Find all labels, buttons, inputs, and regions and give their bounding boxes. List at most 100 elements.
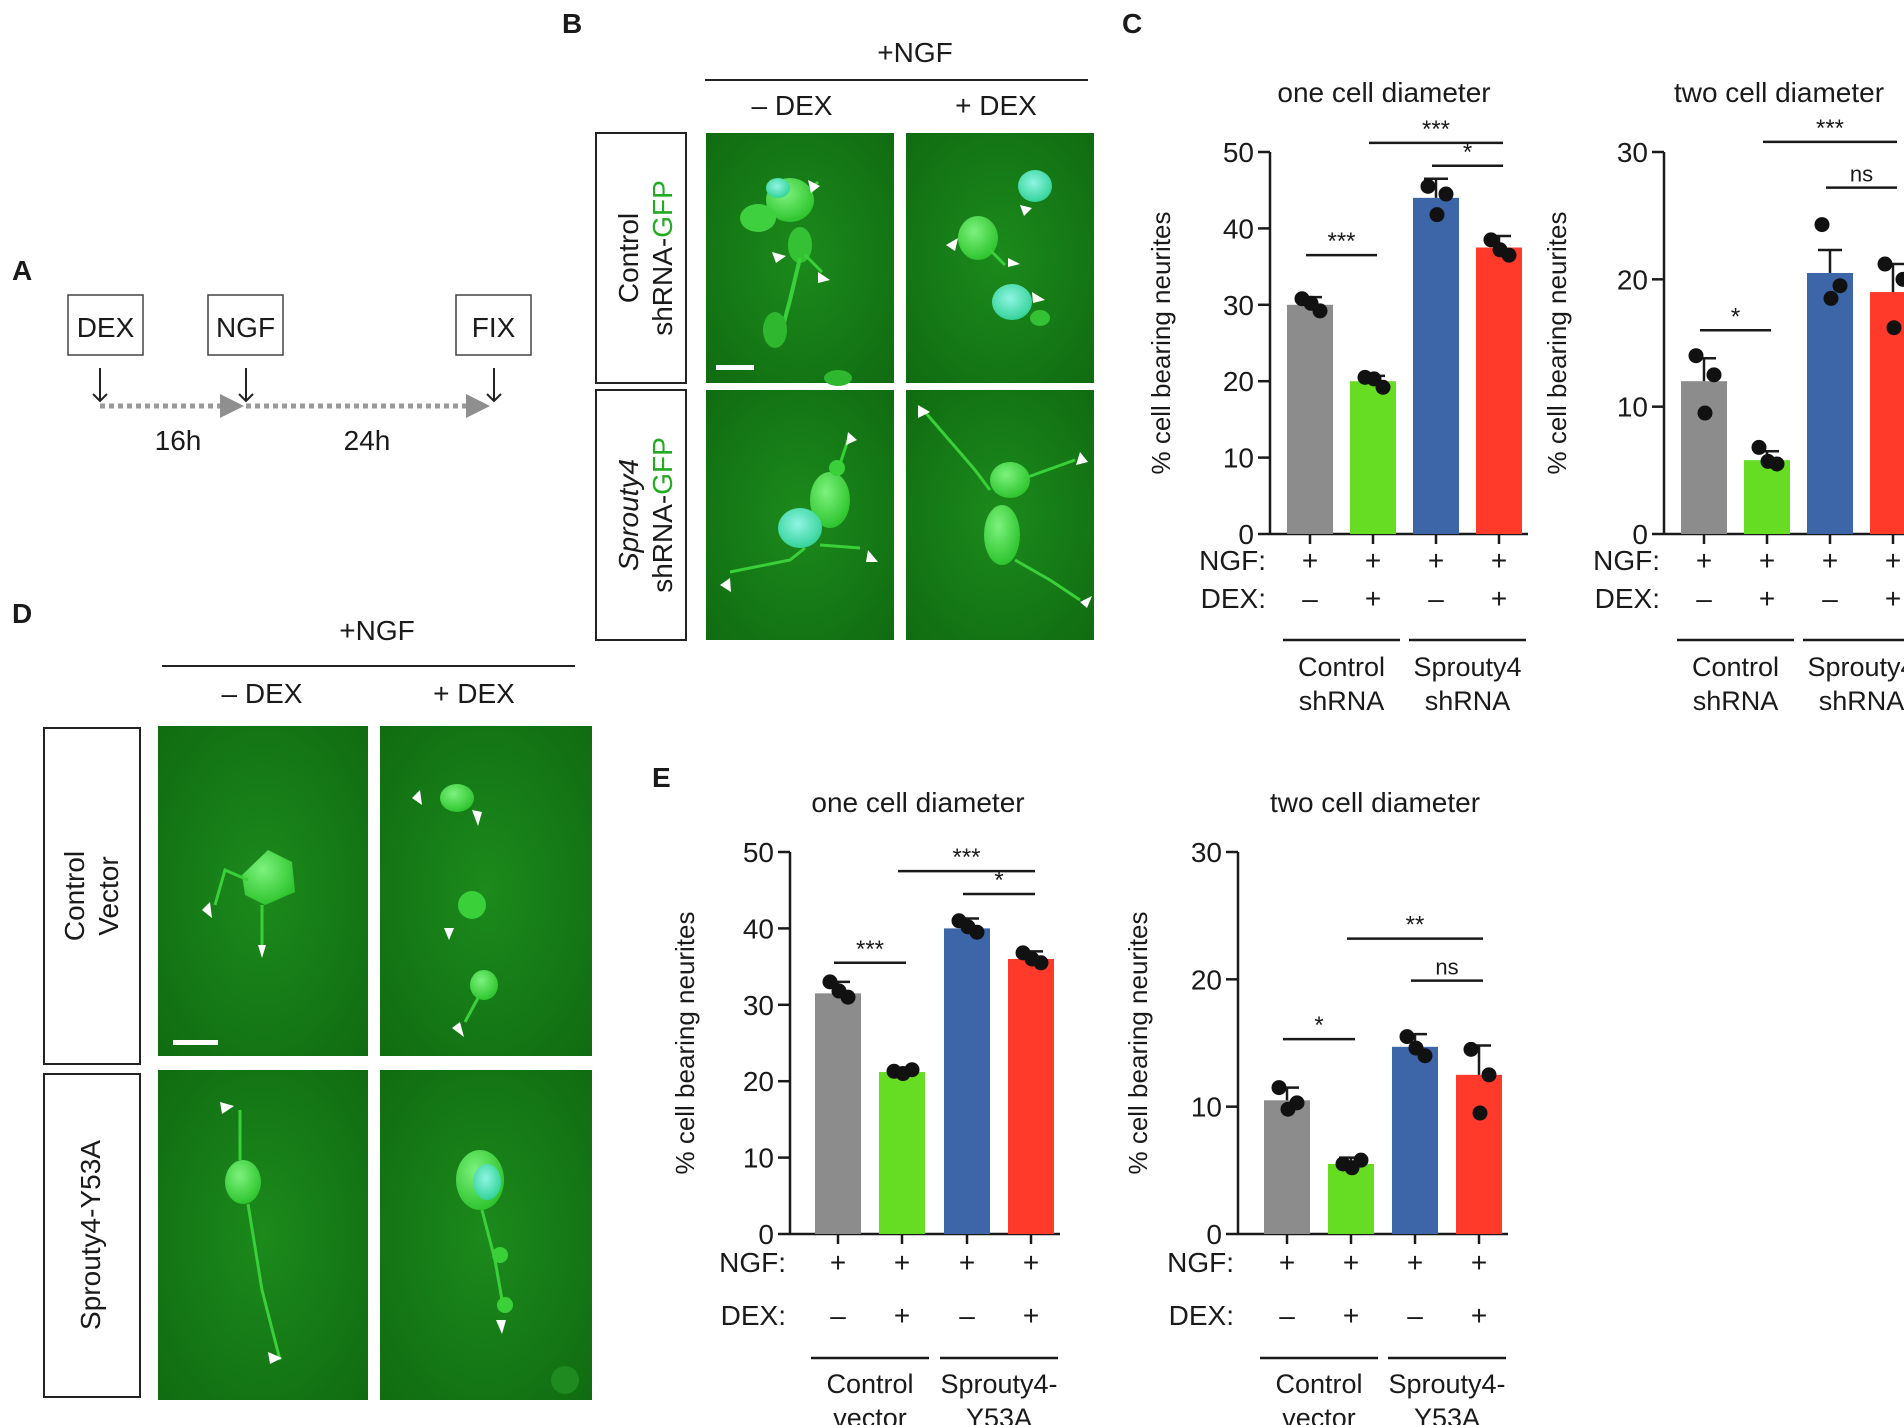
ngf-sign: + <box>1407 1247 1423 1278</box>
data-point <box>1366 371 1382 387</box>
significance-label: * <box>994 867 1003 894</box>
data-point <box>1024 951 1040 967</box>
y-tick-label: 20 <box>1223 366 1254 397</box>
chart-title: two cell diameter <box>1270 787 1480 818</box>
bar <box>1413 197 1459 534</box>
bar <box>1392 1046 1438 1234</box>
ngf-sign: + <box>1279 1247 1295 1278</box>
significance-label: *** <box>1816 115 1844 142</box>
ngf-sign: + <box>1023 1247 1039 1278</box>
ngf-sign: + <box>1885 545 1901 576</box>
panel-d-row-label-box-1 <box>43 727 141 1065</box>
panel-letter-b: B <box>562 8 583 39</box>
micrograph-d-control-minus-dex <box>158 726 368 1056</box>
data-point <box>1438 186 1454 202</box>
data-point <box>1420 178 1436 194</box>
chart-c-one-cell-diameter: one cell diameter % cell bearing neurites… <box>1146 77 1528 716</box>
group-label-line-2: shRNA <box>1299 686 1385 716</box>
significance-label: ns <box>1435 955 1458 980</box>
ngf-sign: + <box>1302 545 1318 576</box>
ngf-sign: + <box>1365 545 1381 576</box>
panel-d-treatment: +NGF <box>339 615 414 646</box>
data-point <box>1814 217 1830 233</box>
dex-sign: + <box>1471 1300 1487 1331</box>
panel-letter-d: D <box>12 598 33 629</box>
group-label-line-2: vector <box>833 1403 907 1425</box>
bar <box>815 993 861 1234</box>
dex-sign: + <box>1885 583 1901 614</box>
significance-label: *** <box>1422 116 1450 143</box>
group-label-line-1: Sprouty4 <box>1807 652 1904 682</box>
dex-row-label: DEX: <box>1595 583 1660 614</box>
data-point <box>1886 320 1902 336</box>
y-tick-label: 20 <box>1191 964 1222 995</box>
group-label-line-1: Control <box>1692 652 1779 682</box>
dex-sign: + <box>1365 583 1381 614</box>
data-point <box>1492 242 1508 258</box>
group-label-line-1: Sprouty4- <box>1388 1369 1505 1399</box>
y-tick-label: 30 <box>1617 137 1648 168</box>
y-axis-label: % cell bearing neurites <box>1146 211 1176 474</box>
group-label-line-1: Control <box>1275 1369 1362 1399</box>
data-point <box>895 1066 911 1082</box>
ngf-box <box>207 294 284 356</box>
y-tick-label: 10 <box>743 1143 774 1174</box>
y-axis-label: % cell bearing neurites <box>1542 211 1572 474</box>
bar <box>1328 1163 1374 1234</box>
y-tick-label: 40 <box>1223 213 1254 244</box>
y-tick-label: 10 <box>1223 443 1254 474</box>
ngf-row-label: NGF: <box>1593 545 1660 576</box>
panel-b-col-plus-dex: + DEX <box>955 90 1037 121</box>
group-label-line-2: shRNA <box>1819 686 1904 716</box>
bar <box>1744 460 1790 534</box>
panel-d-col-minus-dex: – DEX <box>222 678 303 709</box>
data-point <box>1303 295 1319 311</box>
data-point <box>1877 256 1893 272</box>
micrograph-b-sprouty4-plus-dex <box>906 390 1094 640</box>
significance-label: * <box>1731 303 1740 330</box>
dex-box <box>67 294 144 356</box>
ngf-sign: + <box>1471 1247 1487 1278</box>
ngf-sign: + <box>1428 545 1444 576</box>
fix-step-label: FIX <box>472 312 516 343</box>
chart-title: one cell diameter <box>811 787 1024 818</box>
bar <box>944 928 990 1234</box>
panel-letter-c: C <box>1122 8 1143 39</box>
panel-b-row-2-line-1: Sprouty4 <box>613 459 644 571</box>
data-point <box>1832 278 1848 294</box>
group-label-line-1: Sprouty4 <box>1413 652 1521 682</box>
panel-letter-a: A <box>12 255 33 286</box>
dex-sign: + <box>1343 1300 1359 1331</box>
significance-label: * <box>1463 139 1472 166</box>
y-tick-label: 10 <box>1617 392 1648 423</box>
y-tick-label: 30 <box>1223 290 1254 321</box>
y-tick-label: 30 <box>743 990 774 1021</box>
data-point <box>1760 453 1776 469</box>
data-point <box>1463 1041 1479 1057</box>
dex-row-label: DEX: <box>1169 1300 1234 1331</box>
group-label-line-2: shRNA <box>1425 686 1511 716</box>
panel-letter-e: E <box>652 762 671 793</box>
dex-row-label: DEX: <box>1201 583 1266 614</box>
data-point <box>1481 1067 1497 1083</box>
dex-sign: – <box>1822 583 1838 614</box>
micrograph-d-control-plus-dex <box>380 726 592 1056</box>
y-axis-label: % cell bearing neurites <box>670 911 700 1174</box>
dex-sign: – <box>959 1300 975 1331</box>
group-label-line-2: Y53A <box>966 1403 1032 1425</box>
y-tick-label: 10 <box>1191 1092 1222 1123</box>
micrograph-d-sprouty4-minus-dex <box>158 1070 368 1400</box>
dex-sign: + <box>1023 1300 1039 1331</box>
data-point <box>1483 232 1499 248</box>
data-point <box>1408 1040 1424 1056</box>
interval-16h: 16h <box>155 425 202 456</box>
dex-sign: – <box>830 1300 846 1331</box>
chart-title: one cell diameter <box>1277 77 1490 108</box>
significance-label: * <box>1314 1012 1323 1039</box>
y-tick-label: 50 <box>1223 137 1254 168</box>
interval-24h: 24h <box>344 425 391 456</box>
group-label-line-1: Control <box>1298 652 1385 682</box>
significance-label: ns <box>1850 162 1873 187</box>
panel-b-row-1-line-2: shRNA-GFP <box>647 180 678 336</box>
dex-sign: – <box>1279 1300 1295 1331</box>
